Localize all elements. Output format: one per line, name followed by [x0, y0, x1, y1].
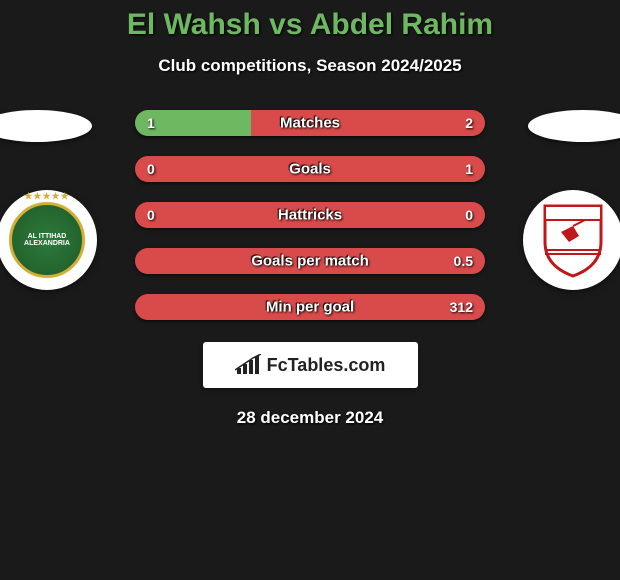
left-player-oval [0, 110, 92, 142]
left-club-badge: AL ITTIHADALEXANDRIA [0, 190, 97, 290]
infographic-container: El Wahsh vs Abdel Rahim Club competition… [0, 0, 620, 428]
right-player-oval [528, 110, 620, 142]
al-ittihad-crest-icon: AL ITTIHADALEXANDRIA [9, 202, 85, 278]
stat-bar: Matches 1 2 [135, 110, 485, 136]
branding-box: FcTables.com [203, 342, 418, 388]
main-row: AL ITTIHADALEXANDRIA Matches 1 2 Goals 0 1 Hat… [0, 110, 620, 320]
bar-label: Goals [289, 161, 331, 178]
branding-label: FcTables.com [267, 355, 386, 376]
bar-value-right: 1 [465, 161, 473, 177]
bar-value-right: 2 [465, 115, 473, 131]
right-player-col [503, 110, 613, 290]
bar-value-right: 312 [450, 299, 473, 315]
comparison-title: El Wahsh vs Abdel Rahim [0, 8, 620, 42]
stats-bars: Matches 1 2 Goals 0 1 Hattricks 0 0 Goals per mat… [135, 110, 485, 320]
bar-value-left: 1 [147, 115, 155, 131]
bar-value-right: 0 [465, 207, 473, 223]
bar-label: Min per goal [266, 299, 354, 316]
bar-label: Goals per match [251, 253, 369, 270]
bar-value-left: 0 [147, 161, 155, 177]
date-line: 28 december 2024 [0, 408, 620, 428]
subtitle: Club competitions, Season 2024/2025 [0, 56, 620, 76]
right-club-badge [523, 190, 620, 290]
bar-label: Hattricks [278, 207, 342, 224]
stat-bar: Goals per match 0.5 [135, 248, 485, 274]
chart-icon [235, 354, 261, 376]
left-player-col: AL ITTIHADALEXANDRIA [7, 110, 117, 290]
stat-bar: Hattricks 0 0 [135, 202, 485, 228]
bar-value-left: 0 [147, 207, 155, 223]
stat-bar: Goals 0 1 [135, 156, 485, 182]
zamalek-crest-icon [541, 202, 605, 278]
bar-label: Matches [280, 115, 340, 132]
bar-value-right: 0.5 [454, 253, 473, 269]
stat-bar: Min per goal 312 [135, 294, 485, 320]
